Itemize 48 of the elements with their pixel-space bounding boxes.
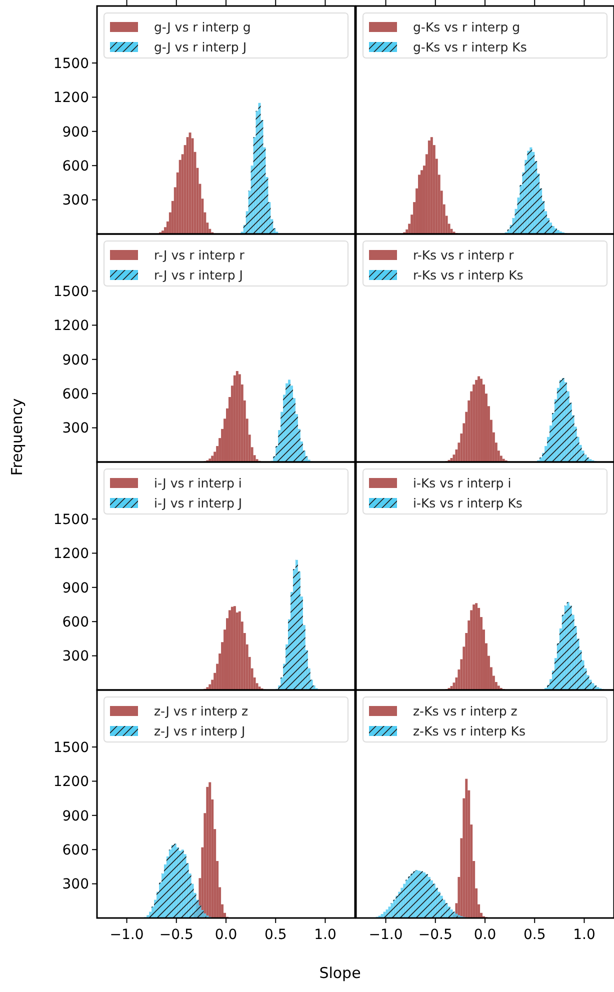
legend-label: g-J vs r interp g [154, 19, 251, 34]
y-tick-label: 1500 [53, 512, 89, 528]
y-tick-label: 600 [62, 614, 89, 630]
x-tick-label: 0.5 [523, 927, 546, 943]
legend-label: g-Ks vs r interp g [413, 19, 520, 34]
y-axis-title: Frequency [8, 398, 26, 476]
x-tick-label: −1.0 [110, 927, 144, 943]
x-tick-label: 0.0 [474, 927, 496, 943]
legend-label: i-J vs r interp J [154, 495, 242, 510]
legend-label: g-J vs r interp J [154, 39, 247, 54]
legend-label: r-J vs r interp r [154, 247, 246, 262]
y-tick-label: 600 [62, 842, 89, 858]
y-tick-label: 1200 [53, 318, 89, 334]
x-tick-label: 1.0 [573, 927, 596, 943]
y-tick-label: 1500 [53, 56, 89, 72]
x-tick-label: 1.0 [314, 927, 336, 943]
legend-label: i-J vs r interp i [154, 475, 242, 490]
legend-label: i-Ks vs r interp Ks [413, 495, 522, 510]
y-tick-label: 900 [62, 124, 89, 140]
y-tick-label: 600 [62, 158, 89, 174]
x-tick-label: 0.5 [264, 927, 287, 943]
legend-label: z-Ks vs r interp z [413, 703, 518, 718]
y-tick-label: 1200 [53, 774, 89, 790]
y-tick-label: 300 [62, 420, 89, 437]
y-tick-label: 300 [62, 192, 89, 209]
x-axis-title: Slope [319, 964, 361, 982]
y-tick-label: 1200 [53, 546, 89, 562]
y-tick-label: 300 [62, 648, 89, 665]
y-tick-label: 900 [62, 352, 89, 368]
legend-label: z-J vs r interp z [154, 703, 248, 718]
legend-label: i-Ks vs r interp i [413, 475, 512, 490]
y-tick-label: 600 [62, 386, 89, 402]
legend-label: r-Ks vs r interp Ks [413, 267, 524, 282]
legend-label: g-Ks vs r interp Ks [413, 39, 527, 54]
y-tick-label: 900 [62, 808, 89, 824]
legend-label: r-J vs r interp J [154, 267, 243, 282]
y-tick-label: 300 [62, 876, 89, 893]
x-tick-label: −1.0 [368, 927, 403, 943]
x-tick-label: −0.5 [159, 927, 194, 943]
y-tick-label: 1500 [53, 740, 89, 756]
x-tick-label: −0.5 [418, 927, 452, 943]
legend-label: r-Ks vs r interp r [413, 247, 515, 262]
y-tick-label: 900 [62, 580, 89, 596]
y-tick-label: 1500 [53, 284, 89, 300]
legend-label: z-Ks vs r interp Ks [413, 723, 526, 738]
y-tick-label: 1200 [53, 90, 89, 106]
x-tick-label: 0.0 [214, 927, 238, 943]
legend-label: z-J vs r interp J [154, 723, 246, 738]
